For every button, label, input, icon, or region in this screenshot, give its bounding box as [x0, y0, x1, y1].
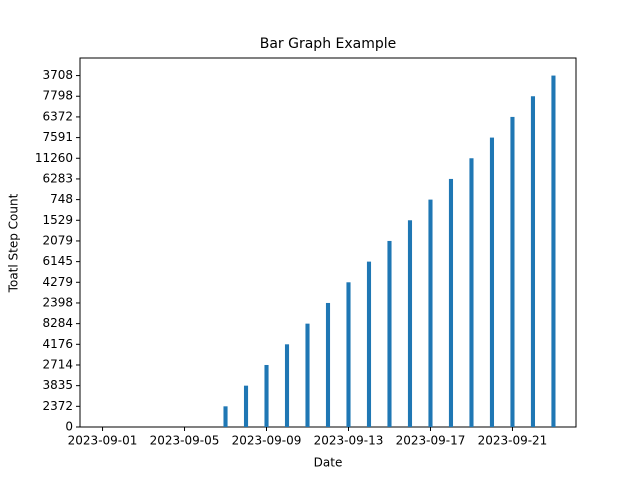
y-tick-label: 6283: [42, 171, 73, 185]
y-tick-label: 2372: [42, 399, 73, 413]
x-tick-label: 2023-09-01: [68, 434, 138, 448]
bar: [407, 220, 413, 427]
x-tick-label: 2023-09-13: [314, 434, 384, 448]
bar: [489, 137, 495, 427]
chart-title: Bar Graph Example: [260, 36, 397, 52]
bar: [469, 158, 474, 427]
y-tick-label: 0: [65, 420, 73, 434]
y-tick-label: 3835: [42, 378, 73, 392]
x-tick-label: 2023-09-05: [150, 434, 220, 448]
bar: [530, 96, 536, 427]
x-tick-label: 2023-09-21: [478, 434, 548, 448]
y-tick-label: 11260: [35, 151, 73, 165]
bar: [305, 323, 310, 427]
bar: [264, 364, 269, 427]
y-tick-label: 8284: [42, 316, 73, 330]
bar: [346, 282, 351, 427]
bar: [448, 178, 454, 427]
bar: [387, 240, 392, 427]
bar: [243, 385, 249, 427]
bar: [284, 344, 290, 427]
y-tick-label: 1529: [42, 213, 73, 227]
y-tick-label: 6145: [42, 254, 73, 268]
y-tick-label: 2398: [42, 295, 73, 309]
y-tick-label: 7591: [42, 130, 73, 144]
y-tick-label: 7798: [42, 89, 73, 103]
y-tick-label: 3708: [42, 68, 73, 82]
x-tick-label: 2023-09-09: [232, 434, 302, 448]
bar: [428, 199, 433, 427]
y-tick-label: 6372: [42, 109, 73, 123]
x-axis-label: Date: [314, 456, 343, 470]
bar: [325, 302, 331, 427]
y-tick-label: 4279: [42, 275, 73, 289]
y-axis-label: Toatl Step Count: [7, 193, 21, 293]
bar: [366, 261, 372, 427]
x-tick-label: 2023-09-17: [396, 434, 466, 448]
y-tick-label: 748: [50, 192, 73, 206]
y-tick-label: 4176: [42, 337, 73, 351]
y-tick-label: 2079: [42, 233, 73, 247]
bar: [510, 116, 515, 428]
y-tick-label: 2714: [42, 357, 73, 371]
bar: [551, 75, 556, 428]
bar: [223, 406, 228, 427]
